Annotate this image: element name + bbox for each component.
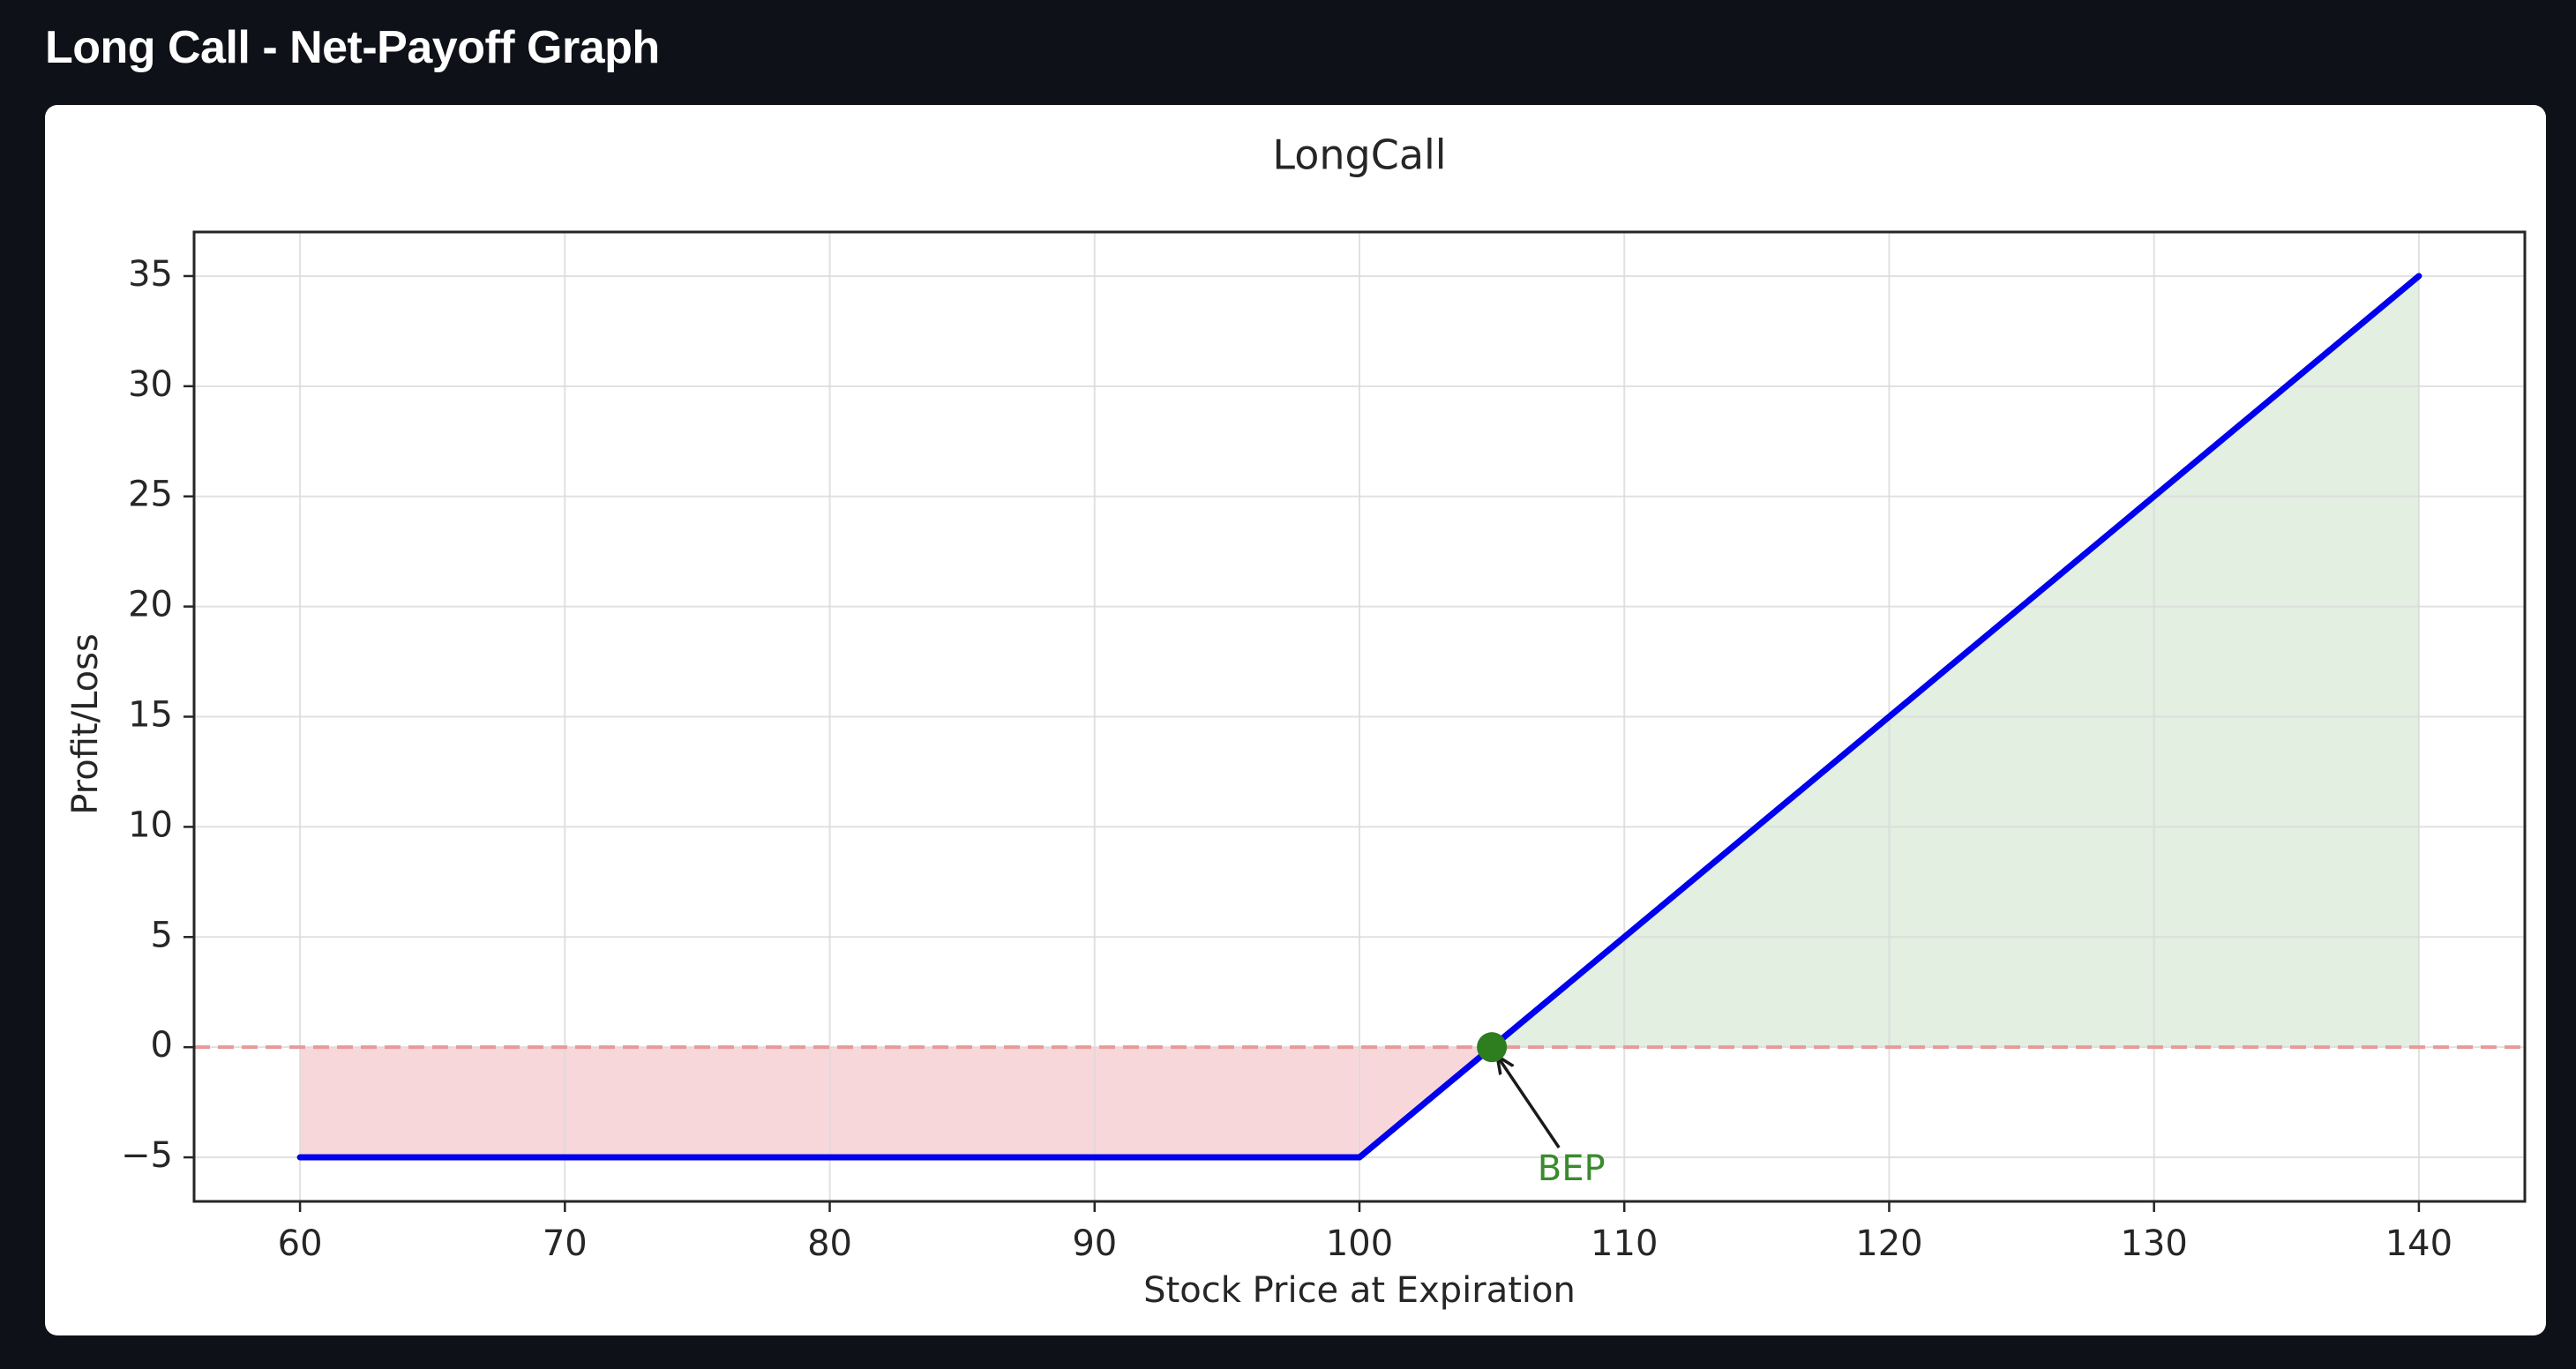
x-axis-label: Stock Price at Expiration <box>1143 1270 1576 1311</box>
chart-card: LongCall BEP 60 70 80 90 100 110 120 130 140 −5 0… <box>45 105 2546 1335</box>
x-tick-label: 100 <box>1326 1223 1393 1264</box>
x-tick-label: 80 <box>807 1223 852 1264</box>
payoff-chart: LongCall BEP 60 70 80 90 100 110 120 130 140 −5 0… <box>65 131 2527 1311</box>
y-tick-label: 0 <box>151 1025 173 1066</box>
x-tick-label: 130 <box>2121 1223 2188 1264</box>
x-tick-label: 120 <box>1855 1223 1922 1264</box>
y-axis-label: Profit/Loss <box>65 633 106 815</box>
page-title: Long Call - Net-Payoff Graph <box>45 22 660 73</box>
y-axis-ticks: −5 0 5 10 15 20 25 30 35 <box>121 254 194 1176</box>
y-tick-label: 20 <box>128 585 173 625</box>
y-tick-label: 5 <box>151 915 173 955</box>
y-tick-label: 30 <box>128 364 173 405</box>
x-tick-label: 110 <box>1591 1223 1658 1264</box>
x-tick-label: 60 <box>278 1223 323 1264</box>
bep-arrow <box>1497 1056 1561 1149</box>
series-layer <box>296 273 2422 1161</box>
annotation-layer: BEP <box>1477 1032 1606 1189</box>
y-tick-label: 35 <box>128 254 173 295</box>
payoff-line <box>296 273 2422 1161</box>
y-tick-label: −5 <box>121 1135 173 1176</box>
x-axis-ticks: 60 70 80 90 100 110 120 130 140 <box>278 1201 2452 1264</box>
chart-title: LongCall <box>1272 131 1446 179</box>
bep-point-marker <box>1477 1032 1508 1063</box>
y-tick-label: 15 <box>128 695 173 736</box>
y-tick-label: 10 <box>128 804 173 845</box>
x-tick-label: 140 <box>2385 1223 2452 1264</box>
bep-label: BEP <box>1538 1148 1606 1189</box>
x-tick-label: 70 <box>543 1223 588 1264</box>
x-tick-label: 90 <box>1072 1223 1117 1264</box>
y-tick-label: 25 <box>128 475 173 515</box>
loss-fill-area <box>300 1047 1493 1158</box>
